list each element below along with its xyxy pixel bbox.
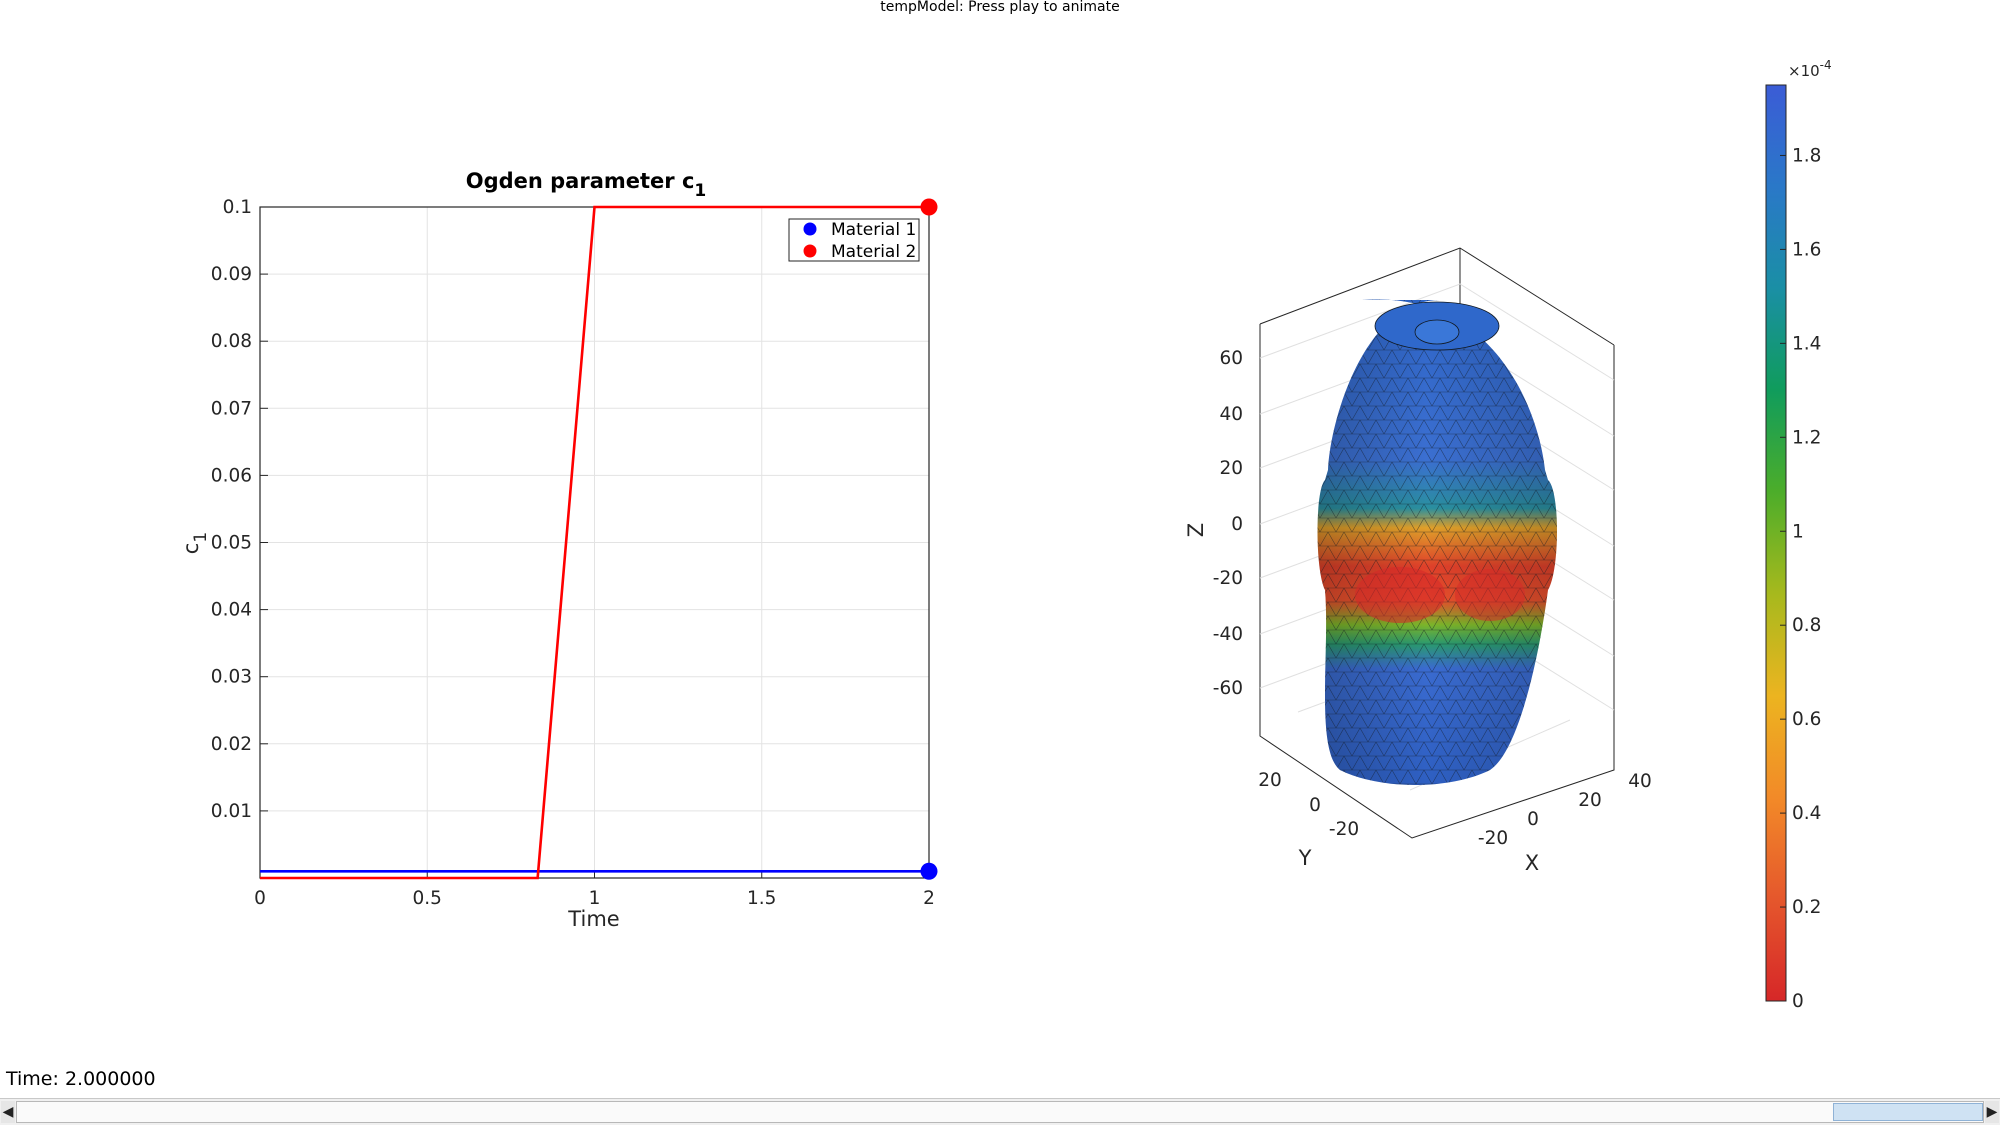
z-tick-label: 40 [1219,404,1243,425]
y-tick-labels: -20 0 20 [1258,770,1359,840]
colorbar-tick-label: 0.4 [1792,803,1821,824]
colorbar-exponent: ×10-4 [1788,58,1832,80]
window-title: tempModel: Press play to animate [880,0,1120,15]
colorbar-ticks: 1.8 1.6 1.4 1.2 1 0.8 0.6 0.4 0.2 0 [1780,145,1821,1012]
x3d-tick-label: 0 [1527,809,1539,830]
colorbar-tick-label: 0 [1792,991,1804,1012]
x3d-tick-label: 40 [1628,771,1652,792]
z-tick-label: 60 [1219,348,1243,369]
x-tick-labels: -20 0 20 40 [1478,771,1652,849]
series-marker-2 [920,198,938,216]
colorbar-tick-label: 0.8 [1792,615,1821,636]
colorbar-tick-label: 1.8 [1792,145,1821,166]
y-tick-label: 0.1 [223,197,252,218]
y-tick-label: 0.07 [211,398,252,419]
z-tick-label: 0 [1231,514,1243,535]
colorbar-tick-label: 1 [1792,521,1804,542]
colorbar-tick-label: 0.2 [1792,897,1821,918]
series-marker-1 [920,862,938,880]
time-slider[interactable]: ◀ ▶ [0,1098,2000,1125]
z-tick-label: -40 [1213,624,1243,645]
y3d-tick-label: 0 [1309,795,1321,816]
y-tick-label: 0.01 [211,801,252,822]
deformed-body [1317,299,1557,785]
series-line-2 [260,205,929,880]
legend-marker-material-2 [803,244,817,258]
y-axis-title: c1 [179,532,211,554]
legend-label-material-2: Material 2 [831,242,916,262]
z-axis-title: Z [1184,523,1208,537]
y-tick-label: 0.03 [211,667,252,688]
y-tick-label: 0.05 [211,533,252,554]
y-tick-label: 0.08 [211,331,252,352]
x-axis-title-3d: X [1525,851,1539,875]
y-tick-label: 0.06 [211,465,252,486]
z-tick-label: 20 [1219,458,1243,479]
y-tick-label: 0.04 [211,600,252,621]
z-tick-labels: 60 40 20 0 -20 -40 -60 [1213,348,1243,699]
z-tick-label: -60 [1213,678,1243,699]
x-tick-label: 2 [923,888,935,909]
x-tick-label: 0.5 [413,888,442,909]
time-readout: Time: 2.000000 [6,1068,156,1090]
slider-thumb[interactable] [1833,1103,1983,1121]
legend-label-material-1: Material 1 [831,220,916,240]
x3d-tick-label: 20 [1578,790,1602,811]
colorbar-tick-label: 1.6 [1792,239,1821,260]
chart-title: Ogden parameter c1 [466,169,707,201]
x-tick-label: 1 [589,888,601,909]
legend: Material 1 Material 2 [788,218,920,262]
x-tick-label: 0 [254,888,266,909]
y3d-tick-label: 20 [1258,770,1282,791]
colorbar-gradient [1765,84,1787,1002]
colorbar-tick-label: 1.2 [1792,427,1821,448]
series-lines [260,198,938,880]
body-top-hole [1414,319,1460,345]
colorbar-tick-label: 1.4 [1792,333,1821,354]
legend-marker-material-1 [803,222,817,236]
x-tick-label: 1.5 [747,888,776,909]
slider-right-arrow-icon[interactable]: ▶ [1985,1101,1999,1123]
z-tick-label: -20 [1213,568,1243,589]
x3d-tick-label: -20 [1478,828,1508,849]
colorbar-tick-label: 0.6 [1792,709,1821,730]
slider-track[interactable] [16,1101,1984,1123]
y-tick-label: 0.02 [211,734,252,755]
y3d-tick-label: -20 [1329,819,1359,840]
x-axis-title: Time [567,907,619,931]
slider-left-arrow-icon[interactable]: ◀ [1,1101,15,1123]
y-axis-title-3d: Y [1298,846,1312,870]
y-tick-label: 0.09 [211,264,252,285]
